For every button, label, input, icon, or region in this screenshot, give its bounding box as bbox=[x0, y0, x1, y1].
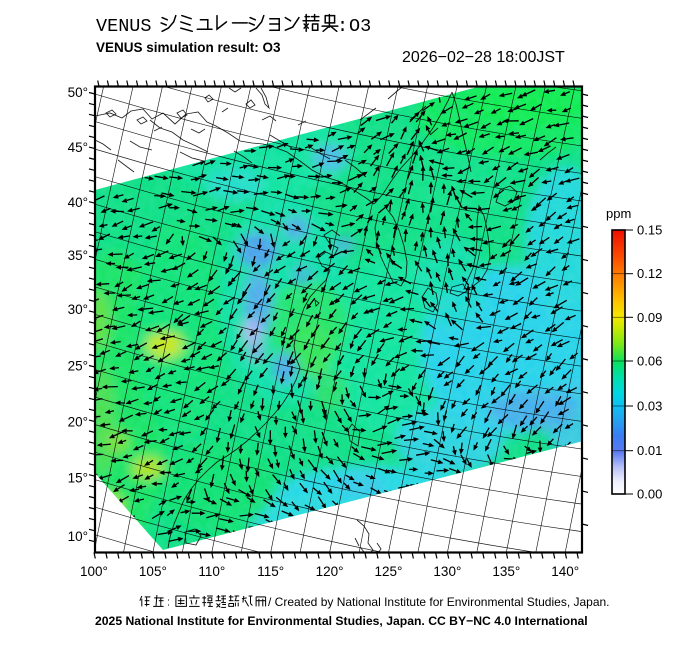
svg-text:125°: 125° bbox=[375, 564, 403, 579]
svg-text:140°: 140° bbox=[551, 564, 579, 579]
svg-text:105°: 105° bbox=[139, 564, 167, 579]
svg-text:VENUS simulation result: O3: VENUS simulation result: O3 bbox=[96, 40, 281, 55]
svg-text:0.12: 0.12 bbox=[637, 266, 662, 281]
svg-text:30°: 30° bbox=[68, 302, 88, 317]
svg-text:2025 National Institute for En: 2025 National Institute for Environmenta… bbox=[95, 614, 588, 628]
svg-text:45°: 45° bbox=[68, 140, 88, 155]
svg-text:O3: O3 bbox=[349, 16, 371, 37]
svg-text:25°: 25° bbox=[68, 358, 88, 373]
svg-text:0.03: 0.03 bbox=[637, 399, 662, 414]
svg-text:VENUS: VENUS bbox=[96, 16, 152, 37]
svg-text:0.00: 0.00 bbox=[637, 487, 662, 502]
svg-text:0.06: 0.06 bbox=[637, 354, 662, 369]
svg-text:40°: 40° bbox=[68, 195, 88, 210]
svg-text:130°: 130° bbox=[433, 564, 461, 579]
svg-text:15°: 15° bbox=[68, 471, 88, 486]
svg-text:/ Created by National Institut: / Created by National Institute for Envi… bbox=[268, 595, 610, 609]
svg-text::: : bbox=[337, 16, 348, 37]
svg-text:35°: 35° bbox=[68, 248, 88, 263]
svg-text:120°: 120° bbox=[316, 564, 344, 579]
svg-text:0.15: 0.15 bbox=[637, 223, 662, 238]
svg-text:20°: 20° bbox=[68, 415, 88, 430]
svg-text:ppm: ppm bbox=[606, 206, 631, 221]
svg-text:0.09: 0.09 bbox=[637, 310, 662, 325]
svg-text:0.01: 0.01 bbox=[637, 443, 662, 458]
svg-text:110°: 110° bbox=[198, 564, 225, 579]
svg-text:100°: 100° bbox=[80, 564, 108, 579]
svg-text:10°: 10° bbox=[68, 529, 88, 544]
svg-text:115°: 115° bbox=[257, 564, 284, 579]
svg-text:50°: 50° bbox=[68, 85, 88, 100]
svg-text:135°: 135° bbox=[492, 564, 520, 579]
svg-text:2026−02−28 18:00JST: 2026−02−28 18:00JST bbox=[402, 49, 565, 66]
